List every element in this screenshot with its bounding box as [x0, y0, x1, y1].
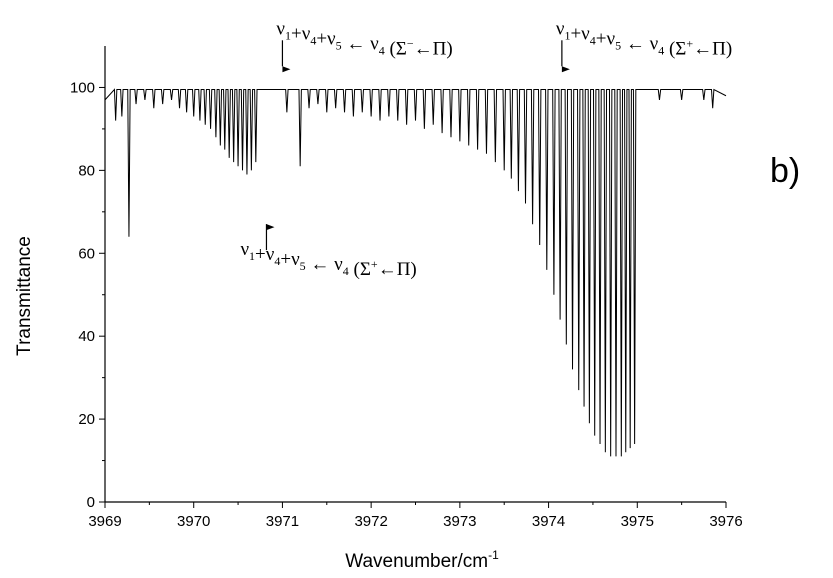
y-tick-label: 100: [70, 79, 95, 96]
annotation-label: ν1+ν4+ν5 ← ν4 (Σ+←Π): [556, 18, 732, 59]
y-tick-label: 80: [78, 162, 95, 179]
x-tick-label: 3970: [177, 513, 210, 530]
annotation: ν1+ν4+ν5 ← ν4 (Σ+←Π): [240, 224, 417, 280]
y-tick-label: 60: [78, 245, 95, 262]
y-axis-title: Transmittance: [14, 236, 35, 356]
x-tick-label: 3969: [88, 513, 121, 530]
y-tick-label: 0: [87, 494, 95, 511]
y-tick-label: 40: [78, 328, 95, 345]
x-axis-title-sup: -1: [488, 548, 499, 562]
annotation-label: ν1+ν4+ν5 ← ν4 (Σ+←Π): [240, 239, 416, 280]
annotation: ν1+ν4+ν5 ← ν4 (Σ−←Π): [276, 18, 453, 73]
panel-label: b): [770, 152, 800, 190]
x-tick-label: 3974: [532, 513, 565, 530]
flag-head: [282, 66, 291, 73]
annotation-label: ν1+ν4+ν5 ← ν4 (Σ−←Π): [276, 18, 452, 59]
y-tick-label: 20: [78, 411, 95, 428]
ticks: 3969 3970 3971 3972 3973 3974 3975 3976 0 20 40 60 8…: [70, 79, 743, 530]
flag-head: [561, 66, 570, 73]
flag-head: [266, 224, 275, 231]
x-tick-label: 3971: [266, 513, 299, 530]
x-tick-label: 3975: [621, 513, 654, 530]
annotations: ν1+ν4+ν5 ← ν4 (Σ−←Π) ν1+ν4+ν5 ← ν4 (Σ+←Π)…: [240, 18, 732, 280]
annotation: ν1+ν4+ν5 ← ν4 (Σ+←Π): [556, 18, 732, 73]
x-axis-title: Wavenumber/cm-1: [345, 548, 499, 572]
x-tick-label: 3973: [443, 513, 476, 530]
spectrum-line: [104, 88, 727, 457]
x-tick-label: 3976: [709, 513, 742, 530]
plot-area: [104, 88, 727, 457]
x-tick-label: 3972: [354, 513, 387, 530]
x-axis-title-main: Wavenumber/cm: [345, 551, 488, 572]
